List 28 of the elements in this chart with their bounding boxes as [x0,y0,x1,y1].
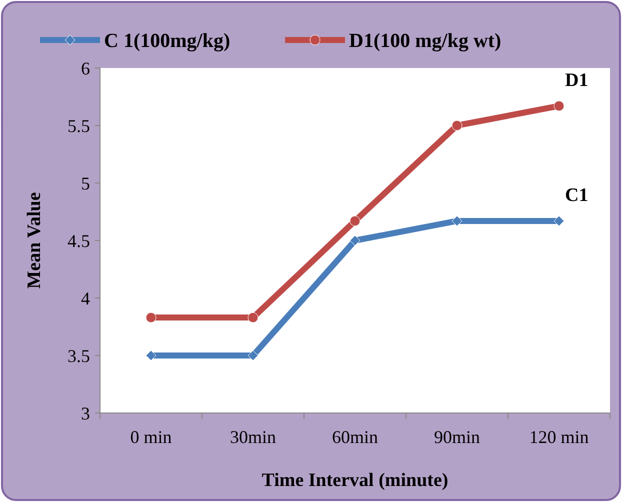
x-tick-label: 60min [332,427,378,447]
legend-label: D1(100 mg/kg wt) [349,30,502,52]
annotation: D1 [565,70,588,91]
x-tick-label: 30min [230,427,276,447]
x-tick-label: 120 min [529,427,589,447]
y-tick-label: 5 [81,173,90,194]
point [554,216,564,226]
y-tick-label: 4 [81,288,90,308]
y-tick-label: 3 [81,403,90,424]
point [350,216,360,226]
x-tick-label: 90min [434,427,480,447]
y-axis-title: Mean Value [24,192,45,289]
point [146,312,156,323]
legend-label: C 1(100mg/kg) [104,30,230,52]
point [146,350,156,361]
x-tick-label: 0 min [130,427,172,447]
point [248,312,258,323]
y-tick-label: 3.5 [68,346,90,366]
annotation: C1 [565,184,588,206]
y-tick-label: 5.5 [68,116,90,136]
point [452,120,462,131]
point [248,350,258,361]
point [452,216,462,226]
point [554,100,564,112]
point [350,235,360,246]
y-tick-label: 6 [81,58,90,78]
x-axis-title: Time Interval (minute) [262,470,448,491]
y-tick-label: 4.5 [68,230,90,251]
